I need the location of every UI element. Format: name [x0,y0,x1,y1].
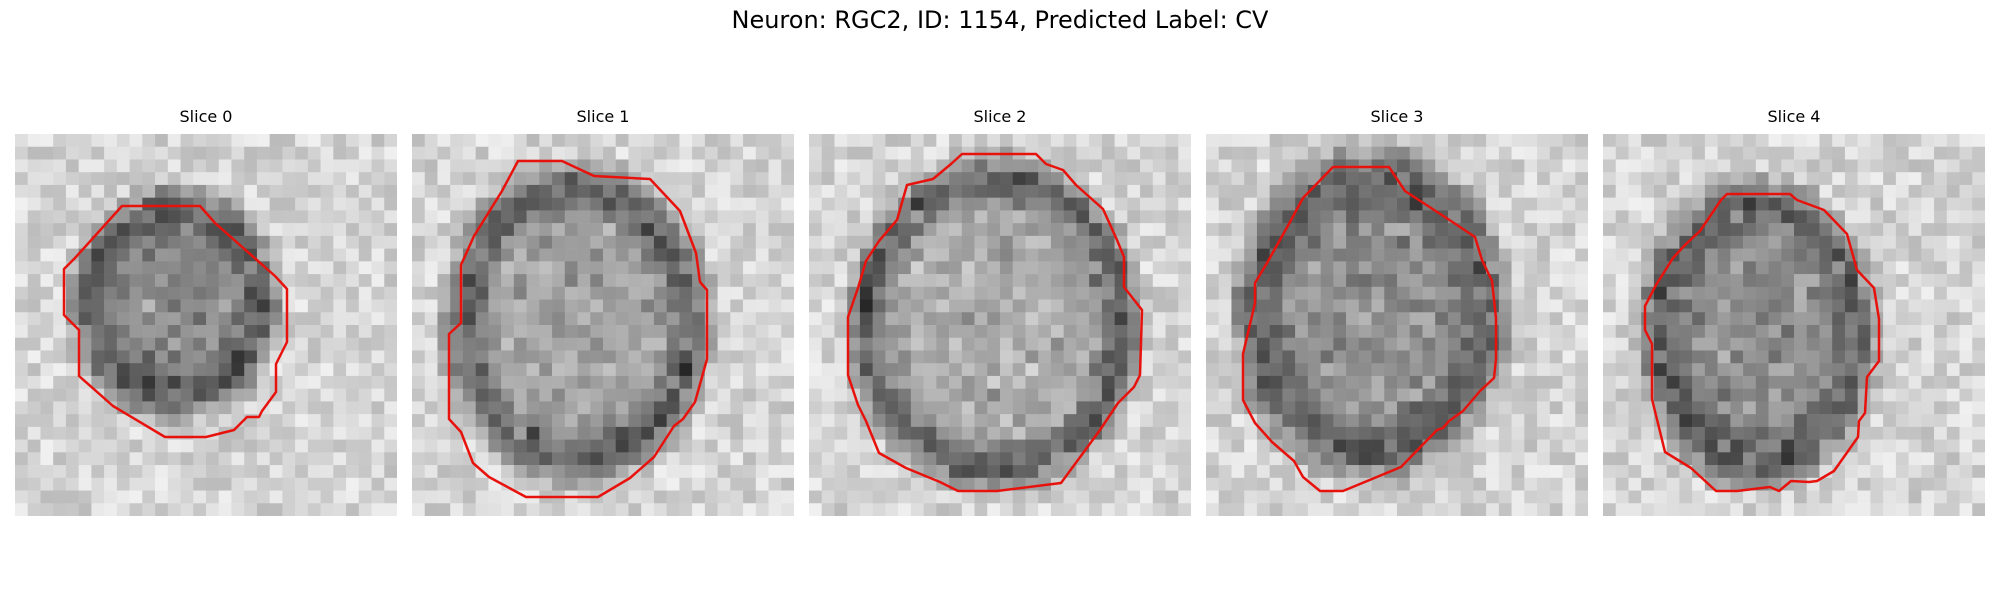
slice-panel-3: Slice 3 [1206,107,1588,537]
slice-panel-0: Slice 0 [15,107,397,537]
slice-title: Slice 3 [1370,107,1424,126]
em-slice-image [1603,134,1985,516]
em-slice-image [15,134,397,516]
grayscale-pixel-grid [1206,134,1588,516]
predicted-contour [846,152,1144,493]
figure-title: Neuron: RGC2, ID: 1154, Predicted Label:… [731,6,1269,34]
slice-title: Slice 2 [973,107,1027,126]
predicted-contour [1241,165,1498,493]
slice-panel-2: Slice 2 [809,107,1191,537]
predicted-contour [447,159,709,499]
grayscale-pixel-grid [412,134,794,516]
slice-title: Slice 0 [179,107,233,126]
slice-panel-1: Slice 1 [412,107,794,537]
predicted-contour [62,204,289,439]
grayscale-pixel-grid [809,134,1191,516]
em-slice-image [412,134,794,516]
slice-title: Slice 4 [1767,107,1821,126]
slice-panel-4: Slice 4 [1603,107,1985,537]
em-slice-image [809,134,1191,516]
grayscale-pixel-grid [1603,134,1985,516]
predicted-contour [1643,192,1881,493]
em-slice-image [1206,134,1588,516]
grayscale-pixel-grid [15,134,397,516]
slice-title: Slice 1 [576,107,630,126]
